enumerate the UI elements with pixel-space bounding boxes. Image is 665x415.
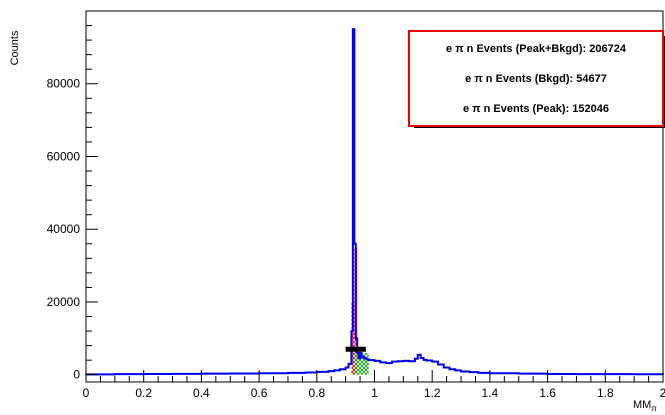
x-tick-label: 1.8 [597,386,614,400]
legend-frame [408,30,664,127]
x-tick-label: 0 [83,386,90,400]
x-axis: 0 0.2 0.4 0.6 0.8 1 1.2 1.4 1.6 1.8 2 [83,370,665,400]
y-axis: 0 20000 40000 60000 80000 [47,10,98,382]
legend-entry-peak-bkgd: e π n Events (Peak+Bkgd): 206724 [446,43,627,55]
x-tick-label: 0.6 [251,386,268,400]
y-axis-title: Counts [9,30,21,65]
legend-box: e π n Events (Peak+Bkgd): 206724 e π n E… [408,30,665,128]
legend-entry-bkgd: e π n Events (Bkgd): 54677 [465,73,607,85]
x-tick-label: 0.2 [135,386,152,400]
x-tick-label: 1.4 [482,386,499,400]
peak-region-bar [351,301,355,375]
y-tick-label: 0 [73,368,80,382]
x-axis-title-main: MM [633,399,651,411]
x-axis-title: MMπ [633,399,657,413]
x-tick-label: 0.8 [308,386,325,400]
y-tick-label: 20000 [47,295,81,309]
x-tick-label: 1 [371,386,378,400]
y-tick-label: 80000 [47,77,81,91]
legend-entry-peak: e π n Events (Peak): 152046 [463,103,609,115]
y-tick-label: 40000 [47,222,81,236]
x-tick-label: 0.4 [193,386,210,400]
y-tick-label: 60000 [47,149,81,163]
x-tick-label: 1.2 [424,386,441,400]
x-tick-label: 2 [660,386,665,400]
x-tick-label: 1.6 [539,386,556,400]
x-axis-title-subscript: π [651,404,657,413]
